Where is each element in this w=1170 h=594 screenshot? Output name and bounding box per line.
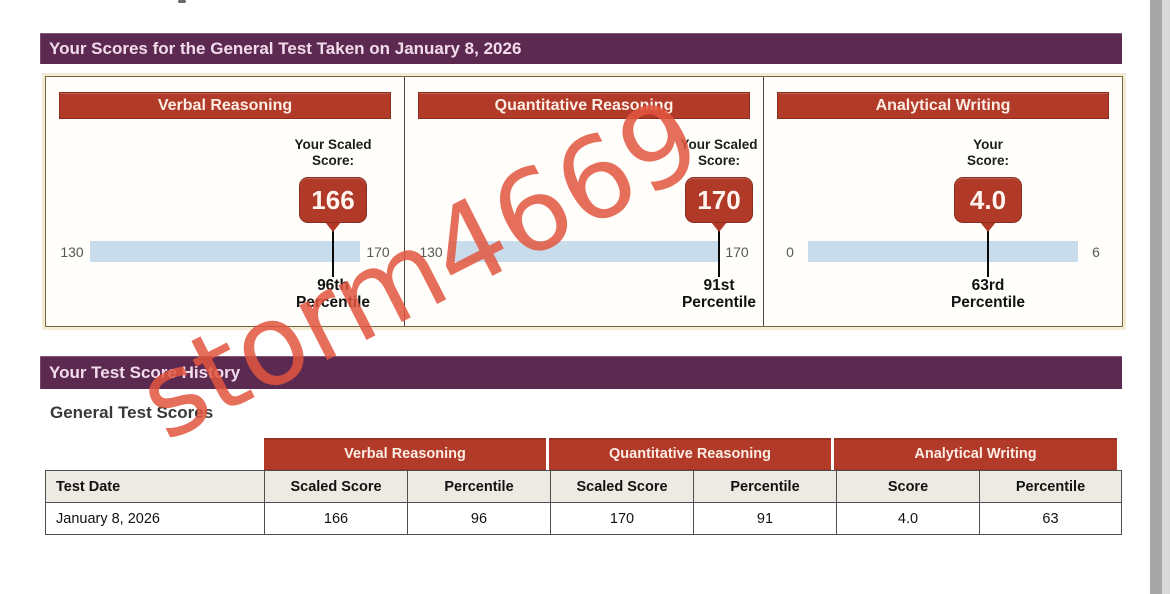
table-row: January 8, 2026 166 96 170 91 4.0 63 bbox=[45, 502, 1122, 535]
panel-analytical-writing: Analytical Writing 0 Your Score: 4.0 bbox=[763, 77, 1122, 326]
score-value-box: 166 bbox=[299, 177, 367, 223]
panel-quantitative-reasoning: Quantitative Reasoning 130 Your Scaled Sc… bbox=[404, 77, 763, 326]
col-verbal-percentile: Percentile bbox=[407, 470, 551, 503]
cell-quant-percentile: 91 bbox=[693, 502, 837, 535]
score-scale-track: Your Score: 4.0 63rd Percentile bbox=[808, 137, 1078, 310]
marker-pointer bbox=[980, 222, 996, 232]
score-panels-container: Verbal Reasoning 130 Your Scaled Score: 1… bbox=[42, 73, 1126, 330]
col-quant-scaled-score: Scaled Score bbox=[550, 470, 694, 503]
cell-quant-scaled-score: 170 bbox=[550, 502, 694, 535]
group-header-analytical: Analytical Writing bbox=[834, 438, 1117, 470]
scale-min-label: 0 bbox=[786, 243, 794, 260]
scale-max-label: 6 bbox=[1092, 243, 1100, 260]
scores-section-header: Your Scores for the General Test Taken o… bbox=[40, 33, 1122, 64]
scale-min-label: 130 bbox=[60, 243, 84, 260]
cell-verbal-scaled-score: 166 bbox=[264, 502, 408, 535]
scale-max-label: 170 bbox=[366, 243, 390, 260]
marker-line bbox=[987, 227, 989, 277]
score-value-box: 4.0 bbox=[954, 177, 1022, 223]
marker-line bbox=[332, 227, 334, 277]
group-header-quantitative: Quantitative Reasoning bbox=[549, 438, 831, 470]
percentile-label: 63rd Percentile bbox=[950, 277, 1026, 311]
score-history-table: Test Date Scaled Score Percentile Scaled… bbox=[45, 470, 1122, 535]
group-header-spacer bbox=[45, 438, 264, 470]
score-scale-track: Your Scaled Score: 170 91st Percentile bbox=[449, 137, 758, 310]
general-test-scores-heading: General Test Scores bbox=[50, 403, 214, 422]
score-caption: Your Scaled Score: bbox=[294, 137, 372, 168]
panel-title: Verbal Reasoning bbox=[59, 92, 391, 119]
scrollbar-thumb[interactable] bbox=[1150, 0, 1162, 594]
scale-min-label: 130 bbox=[419, 243, 443, 260]
scale-max-label: 170 bbox=[725, 243, 749, 260]
col-quant-percentile: Percentile bbox=[693, 470, 837, 503]
score-caption: Your Score: bbox=[966, 137, 1010, 168]
score-caption: Your Scaled Score: bbox=[680, 137, 758, 168]
marker-pointer bbox=[711, 222, 727, 232]
scrollbar-track[interactable] bbox=[1162, 0, 1170, 594]
col-verbal-scaled-score: Scaled Score bbox=[264, 470, 408, 503]
history-section-header: Your Test Score History bbox=[40, 356, 1122, 389]
cell-aw-score: 4.0 bbox=[836, 502, 980, 535]
panel-verbal-reasoning: Verbal Reasoning 130 Your Scaled Score: 1… bbox=[46, 77, 404, 326]
percentile-label: 96th Percentile bbox=[295, 277, 371, 311]
score-scale-track: Your Scaled Score: 166 96th Percentile bbox=[90, 137, 372, 310]
score-value-box: 170 bbox=[685, 177, 753, 223]
top-edge-artifact bbox=[178, 0, 186, 3]
col-aw-percentile: Percentile bbox=[979, 470, 1122, 503]
group-header-verbal: Verbal Reasoning bbox=[264, 438, 546, 470]
marker-line bbox=[718, 227, 720, 277]
table-header-row: Test Date Scaled Score Percentile Scaled… bbox=[45, 470, 1122, 503]
table-group-header-row: Verbal Reasoning Quantitative Reasoning … bbox=[45, 438, 1121, 470]
col-aw-score: Score bbox=[836, 470, 980, 503]
col-test-date: Test Date bbox=[45, 470, 265, 503]
panel-title: Analytical Writing bbox=[777, 92, 1109, 119]
cell-test-date: January 8, 2026 bbox=[45, 502, 265, 535]
cell-aw-percentile: 63 bbox=[979, 502, 1122, 535]
cell-verbal-percentile: 96 bbox=[407, 502, 551, 535]
panel-title: Quantitative Reasoning bbox=[418, 92, 750, 119]
marker-pointer bbox=[325, 222, 341, 232]
percentile-label: 91st Percentile bbox=[681, 277, 757, 311]
